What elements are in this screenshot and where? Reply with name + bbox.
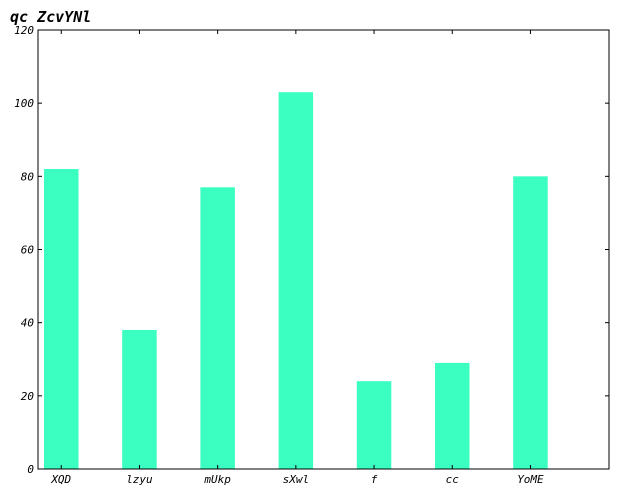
bar [356,381,392,469]
x-tick-label: YoME [517,473,544,486]
chart-title: qc ZcvYNl [10,8,91,26]
x-tick-label: mUkp [203,473,231,486]
y-tick-label: 0 [27,463,34,476]
y-tick-label: 60 [21,244,35,257]
y-tick-label: 40 [21,317,35,330]
y-tick-label: 120 [14,24,34,37]
bar [200,187,235,469]
bar [435,362,470,469]
y-tick-label: 80 [21,170,35,183]
x-tick-label: XQD [50,473,71,486]
bar [513,176,548,470]
x-tick-label: lzyu [126,473,153,486]
y-tick-label: 100 [14,97,34,110]
x-tick-label: cc [446,473,460,486]
bar [122,329,157,469]
x-tick-label: f [371,473,378,486]
bar [44,169,79,469]
y-tick-label: 20 [21,390,35,403]
plot-area: 0 20 40 60 80 100 120 XQD lzyu mUkp sXwl f cc YoME [14,24,610,486]
bar [278,92,314,470]
x-tick-label: sXwl [283,473,310,486]
